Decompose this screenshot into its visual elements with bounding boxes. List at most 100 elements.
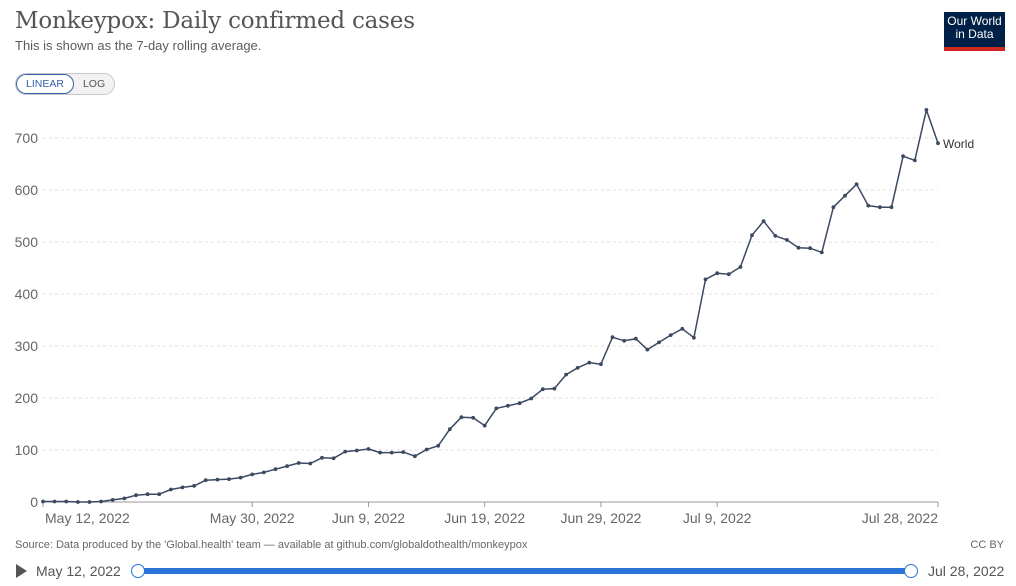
data-point [715, 271, 720, 276]
timeline-end-label: Jul 28, 2022 [928, 563, 1005, 579]
series-label-world: World [943, 137, 974, 151]
data-point [87, 500, 92, 504]
chart-title: Monkeypox: Daily confirmed cases [15, 8, 415, 34]
data-point [134, 493, 138, 498]
data-point [261, 470, 266, 475]
data-point [389, 450, 394, 455]
data-point [99, 499, 103, 504]
data-point [296, 461, 301, 465]
logo-line-1: Our World [947, 14, 1002, 28]
data-point [645, 347, 650, 352]
data-point [366, 447, 371, 451]
data-point [110, 498, 115, 502]
data-point [587, 360, 592, 365]
timeline: May 12, 2022 Jul 28, 2022 [0, 558, 1016, 586]
data-point [692, 335, 696, 340]
data-point [273, 467, 278, 472]
data-point [738, 265, 743, 269]
data-point [192, 484, 197, 488]
data-point [64, 499, 69, 504]
y-tick-label: 0 [30, 494, 38, 510]
x-tick-label: Jun 29, 2022 [560, 510, 641, 526]
data-point [552, 386, 557, 391]
gridlines [43, 137, 938, 451]
scale-toggle: LINEAR LOG [15, 73, 116, 95]
license-link[interactable]: CC BY [970, 539, 1004, 551]
data-point [761, 219, 766, 224]
data-point [726, 272, 731, 277]
line-chart: 0 100 200 300 400 500 600 700 May 12, 2022 May 3… [15, 108, 974, 526]
data-point [157, 492, 162, 497]
chart-subtitle: This is shown as the 7-day rolling avera… [15, 38, 262, 53]
data-point [924, 108, 929, 112]
data-point [482, 423, 487, 428]
data-point [413, 454, 417, 459]
y-tick-label: 400 [15, 286, 39, 302]
data-point [750, 233, 754, 238]
data-point [308, 461, 313, 466]
logo-accent-bar [944, 47, 1005, 51]
data-point [331, 456, 336, 461]
data-point [180, 485, 185, 490]
data-point [599, 362, 603, 367]
data-point [424, 447, 429, 452]
data-point [657, 340, 661, 345]
y-tick-label: 700 [15, 130, 39, 146]
data-point [320, 455, 324, 460]
y-tick-label: 300 [15, 338, 39, 354]
series-world: World [41, 108, 974, 504]
log-scale-button[interactable]: LOG [82, 78, 106, 90]
data-point [203, 478, 208, 483]
data-point [52, 499, 57, 504]
data-point [680, 326, 685, 331]
timeline-track[interactable] [138, 568, 911, 574]
data-point [633, 336, 638, 341]
data-point [517, 401, 522, 406]
data-point [912, 158, 917, 163]
x-axis: May 12, 2022 May 30, 2022 Jun 9, 2022 Jun 1… [42, 501, 939, 526]
data-point [540, 387, 545, 392]
timeline-end-handle[interactable] [904, 564, 918, 578]
x-tick-label: May 12, 2022 [45, 510, 130, 526]
y-tick-label: 100 [15, 442, 39, 458]
timeline-start-label: May 12, 2022 [36, 563, 121, 579]
data-point [471, 415, 475, 420]
y-axis: 0 100 200 300 400 500 600 700 [15, 130, 39, 510]
data-point [866, 203, 871, 208]
linear-scale-button[interactable]: LINEAR [16, 74, 74, 94]
timeline-start-handle[interactable] [131, 564, 145, 578]
data-point [564, 372, 568, 377]
play-icon[interactable] [16, 564, 27, 578]
data-point [773, 233, 778, 238]
data-point [378, 450, 382, 455]
data-point [936, 141, 940, 146]
data-point [901, 154, 905, 159]
data-point [238, 475, 243, 480]
data-point [668, 333, 673, 337]
data-point [506, 403, 510, 408]
data-point [494, 406, 499, 411]
data-point [285, 464, 289, 468]
owid-logo[interactable]: Our World in Data [944, 12, 1005, 51]
data-point [122, 496, 127, 501]
x-tick-label: Jul 9, 2022 [683, 510, 752, 526]
data-point [703, 277, 708, 282]
data-point [831, 205, 836, 210]
data-point [889, 205, 894, 210]
x-tick-label: May 30, 2022 [210, 510, 295, 526]
logo-line-2: in Data [955, 27, 994, 41]
data-point [41, 499, 45, 504]
data-point [819, 250, 824, 255]
x-tick-label: Jun 9, 2022 [332, 510, 405, 526]
data-point [843, 193, 847, 198]
data-point [447, 427, 452, 432]
data-point [878, 205, 882, 210]
data-point [575, 365, 580, 370]
data-point [145, 492, 150, 497]
data-point [808, 246, 812, 251]
data-point [401, 450, 406, 454]
data-point [854, 182, 859, 187]
x-tick-label: Jun 19, 2022 [444, 510, 525, 526]
data-point [785, 238, 789, 242]
data-point [610, 335, 615, 340]
